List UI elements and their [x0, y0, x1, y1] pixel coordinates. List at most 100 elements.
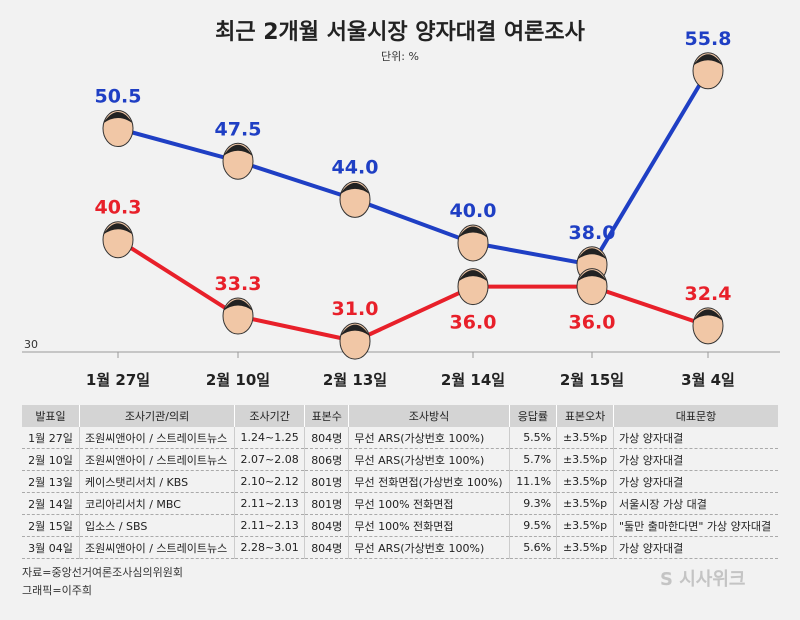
data-point: [457, 268, 489, 306]
table-row: 3월 04일 조원씨앤아이 / 스트레이트뉴스 2.28~3.01 804명 무선 AR…: [22, 536, 778, 559]
table-cell: 2.10~2.12: [234, 470, 306, 493]
table-cell: 3월 04일: [22, 536, 80, 559]
data-label: 47.5: [215, 118, 262, 140]
table-cell: ±3.5%p: [556, 536, 614, 559]
credit-note: 그래픽=이주희: [22, 584, 92, 597]
table-cell: ±3.5%p: [556, 448, 614, 471]
column-header: 발표일: [22, 405, 80, 427]
table-cell: 무선 전화면접(가상번호 100%): [348, 470, 510, 493]
hair-icon: [577, 270, 607, 282]
data-label: 33.3: [215, 273, 262, 295]
table-cell: 11.1%: [509, 470, 558, 493]
candidate-face-icon: [102, 110, 134, 148]
candidate-face-icon: [222, 142, 254, 180]
table-cell: 9.5%: [509, 514, 558, 537]
table-cell: 1.24~1.25: [234, 427, 306, 449]
candidate-face-icon: [692, 52, 724, 90]
table-cell: 5.7%: [509, 448, 558, 471]
data-label: 40.0: [450, 200, 497, 222]
table-cell: 2.07~2.08: [234, 448, 306, 471]
source-note: 자료=중앙선거여론조사심의위원회: [22, 566, 184, 579]
unit-label: 단위: %: [381, 50, 419, 63]
table-cell: 무선 100% 전화면접: [348, 514, 510, 537]
table-cell: 801명: [304, 492, 350, 515]
data-point: [102, 110, 134, 148]
column-header: 조사기간: [234, 405, 306, 427]
data-label: 31.0: [332, 298, 379, 320]
column-header: 대표문항: [613, 405, 778, 427]
table-cell: 가상 양자대결: [613, 448, 778, 471]
data-point: [102, 221, 134, 259]
candidate-face-icon: [457, 224, 489, 262]
hair-icon: [340, 182, 370, 195]
table-cell: 입소스 / SBS: [79, 514, 236, 537]
data-label: 36.0: [450, 312, 497, 334]
table-cell: 케이스탯리서치 / KBS: [79, 470, 236, 493]
hair-icon: [693, 309, 723, 321]
table-row: 2월 13일 케이스탯리서치 / KBS 2.10~2.12 801명 무선 전화면접(…: [22, 470, 778, 493]
table-cell: ±3.5%p: [556, 470, 614, 493]
x-tick-label: 3월 4일: [681, 371, 735, 389]
hair-icon: [577, 248, 607, 260]
series-line-1: [116, 238, 709, 344]
table-cell: 무선 ARS(가상번호 100%): [348, 427, 510, 449]
candidate-face-icon: [222, 297, 254, 335]
poll-table: 발표일 조사기관/의뢰 조사기간 표본수 조사방식 응답률 표본오차 대표문항 1월 27일 조…: [22, 405, 778, 559]
table-row: 2월 14일 코리아리서치 / MBC 2.11~2.13 801명 무선 100% 전…: [22, 492, 778, 515]
column-header: 표본수: [304, 405, 350, 427]
candidate-face-icon: [576, 268, 608, 306]
table-cell: 조원씨앤아이 / 스트레이트뉴스: [79, 448, 236, 471]
column-header: 조사방식: [348, 405, 510, 427]
table-header: 발표일 조사기관/의뢰 조사기간 표본수 조사방식 응답률 표본오차 대표문항: [22, 405, 778, 427]
table-cell: 2월 10일: [22, 448, 80, 471]
table-cell: 코리아리서치 / MBC: [79, 492, 236, 515]
data-label: 36.0: [569, 312, 616, 334]
table-cell: 804명: [304, 427, 350, 449]
data-label: 38.0: [569, 222, 616, 244]
hair-icon: [103, 223, 133, 235]
table-cell: 무선 ARS(가상번호 100%): [348, 536, 510, 559]
column-header: 응답률: [509, 405, 558, 427]
logo-text: 시사위크: [679, 569, 746, 590]
hair-icon: [340, 324, 370, 337]
chart-title: 최근 2개월 서울시장 양자대결 여론조사: [215, 20, 585, 45]
hair-icon: [223, 299, 253, 312]
data-point: [222, 142, 254, 180]
baseline-label: 30: [24, 338, 38, 351]
x-tick-label: 1월 27일: [86, 371, 150, 389]
table-cell: 806명: [304, 448, 350, 471]
data-label: 44.0: [332, 156, 379, 178]
data-label: 50.5: [95, 86, 142, 108]
candidate-face-icon: [339, 180, 371, 218]
series-line-0: [117, 69, 710, 268]
table-cell: 2.11~2.13: [234, 492, 306, 515]
hair-icon: [693, 54, 723, 66]
data-point: [692, 52, 724, 90]
table-cell: 5.6%: [509, 536, 558, 559]
logo-icon: S: [660, 569, 680, 590]
x-tick-label: 2월 10일: [206, 371, 270, 389]
data-point: [339, 180, 371, 218]
table-cell: "둘만 출마한다면" 가상 양자대결: [613, 514, 778, 537]
table-row: 2월 15일 입소스 / SBS 2.11~2.13 804명 무선 100% 전화면접…: [22, 514, 778, 537]
table-cell: 2.11~2.13: [234, 514, 306, 537]
table-cell: 1월 27일: [22, 427, 80, 449]
table-cell: 조원씨앤아이 / 스트레이트뉴스: [79, 427, 236, 449]
x-tick-label: 2월 13일: [323, 371, 387, 389]
x-tick-label: 2월 15일: [560, 371, 624, 389]
table-cell: 2월 15일: [22, 514, 80, 537]
table-cell: 가상 양자대결: [613, 470, 778, 493]
table-cell: 2월 14일: [22, 492, 80, 515]
table-cell: 무선 100% 전화면접: [348, 492, 510, 515]
data-point: [222, 297, 254, 335]
table-cell: 5.5%: [509, 427, 558, 449]
logo: S 시사위크: [660, 565, 745, 591]
line-chart: 30 1월 27일 2월 10일 2월 13일 2월 14일 2월 15일 3월 4일 50.…: [22, 28, 780, 389]
candidate-face-icon: [457, 268, 489, 306]
data-point: [339, 322, 371, 360]
table-cell: 804명: [304, 514, 350, 537]
hair-icon: [458, 270, 488, 282]
candidate-face-icon: [339, 322, 371, 360]
table-cell: ±3.5%p: [556, 492, 614, 515]
